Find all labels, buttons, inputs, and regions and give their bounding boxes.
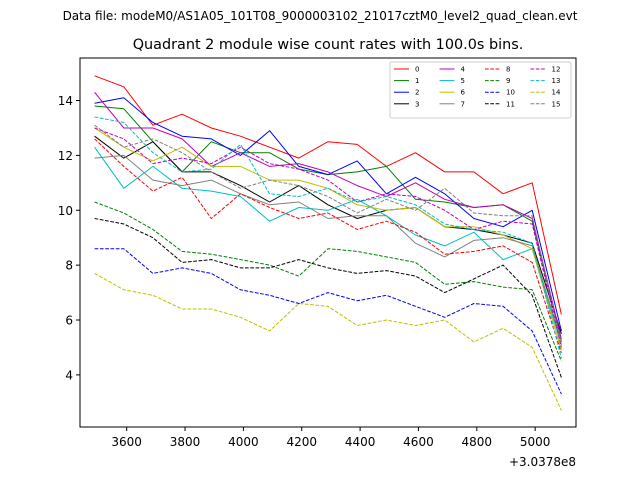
y-tick-label: 6 (65, 314, 73, 328)
series-line-15 (94, 124, 562, 345)
y-tick-label: 8 (65, 259, 73, 273)
series-line-12 (94, 127, 562, 348)
legend-label-4: 4 (461, 66, 466, 74)
legend-label-3: 3 (415, 100, 419, 108)
legend-box (389, 61, 572, 119)
chart-title: Quadrant 2 module wise count rates with … (133, 37, 524, 53)
series-line-6 (94, 127, 562, 351)
legend-label-6: 6 (461, 89, 466, 97)
x-tick-label: 3800 (170, 435, 201, 449)
x-tick-label: 4200 (286, 435, 317, 449)
x-offset-text: +3.0378e8 (509, 455, 576, 469)
series-line-8 (94, 138, 562, 354)
y-tick-label: 4 (65, 368, 73, 382)
legend-label-1: 1 (415, 77, 419, 85)
legend-label-13: 13 (552, 77, 561, 85)
x-tick-label: 5000 (520, 435, 551, 449)
series-line-14 (94, 272, 562, 411)
y-tick-label: 12 (58, 149, 73, 163)
x-tick-label: 4600 (403, 435, 434, 449)
legend-label-5: 5 (461, 77, 465, 85)
series-line-0 (94, 75, 562, 315)
y-tick-label: 14 (58, 94, 73, 108)
series-line-11 (94, 218, 562, 378)
legend-label-15: 15 (552, 100, 561, 108)
series-line-2 (94, 97, 562, 332)
x-tick-label: 4000 (228, 435, 259, 449)
legend-label-11: 11 (506, 100, 515, 108)
series-line-4 (94, 91, 562, 340)
series-line-3 (94, 135, 562, 334)
series-line-9 (94, 201, 562, 362)
legend-label-14: 14 (552, 89, 561, 97)
x-tick-label: 3600 (111, 435, 142, 449)
legend-label-12: 12 (552, 66, 561, 74)
legend-label-7: 7 (461, 100, 465, 108)
legend-label-9: 9 (506, 77, 510, 85)
legend-label-8: 8 (506, 66, 510, 74)
series-line-13 (94, 116, 562, 359)
legend-label-0: 0 (415, 66, 419, 74)
y-tick-label: 10 (58, 204, 73, 218)
series-line-5 (94, 146, 562, 345)
x-tick-label: 4800 (462, 435, 493, 449)
x-tick-label: 4400 (345, 435, 376, 449)
legend-label-10: 10 (506, 89, 515, 97)
plot-area-frame (79, 57, 577, 428)
legend-label-2: 2 (415, 89, 419, 97)
series-line-7 (94, 154, 562, 343)
series-line-10 (94, 248, 562, 395)
suptitle: Data file: modeM0/AS1A05_101T08_90000031… (63, 9, 578, 23)
